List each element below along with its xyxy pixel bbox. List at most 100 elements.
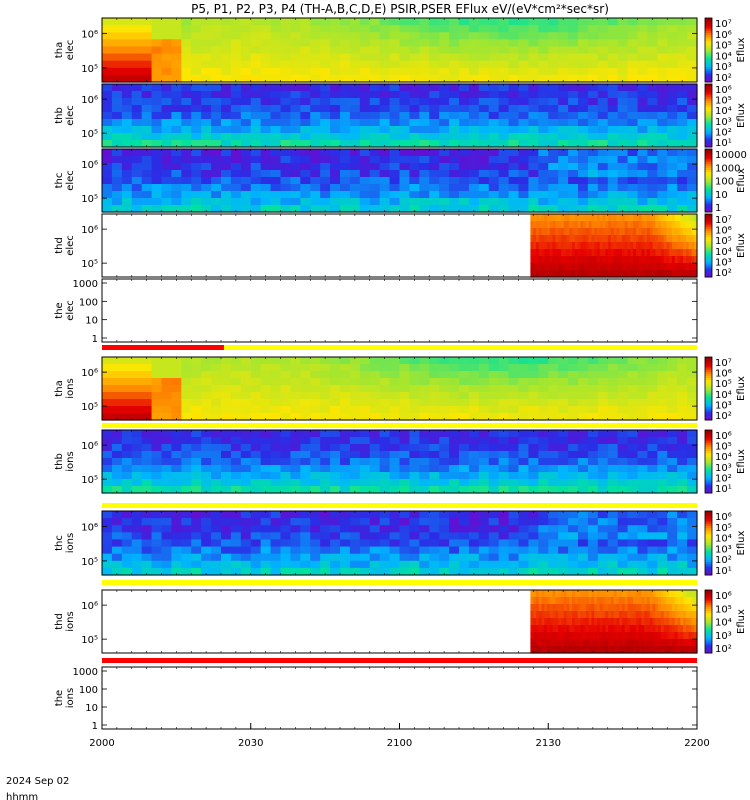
spectrogram-cell	[349, 553, 361, 562]
spectrogram-cell	[270, 32, 282, 40]
spectrogram-cell	[270, 385, 282, 393]
spectrogram-cell	[518, 451, 530, 459]
spectrogram-cell	[121, 560, 133, 569]
spectrogram-cell	[602, 214, 606, 222]
spectrogram-cell	[647, 191, 658, 199]
spectrogram-cell	[478, 437, 490, 445]
spectrogram-cell	[580, 242, 584, 250]
spectrogram-cell	[528, 74, 539, 83]
spectrogram-cell	[270, 112, 282, 120]
spectrogram-cell	[478, 198, 490, 206]
spectrogram-cell	[191, 392, 202, 400]
spectrogram-cell	[627, 465, 639, 473]
spectrogram-cell	[578, 149, 589, 157]
spectrogram-cell	[141, 525, 153, 533]
spectrogram-cell	[141, 84, 153, 92]
spectrogram-cell	[580, 646, 584, 654]
spectrogram-cell	[541, 263, 545, 271]
spectrogram-cell	[637, 518, 649, 526]
spectrogram-cell	[498, 67, 510, 76]
spectrogram-cell	[535, 270, 540, 278]
spectrogram-cell	[488, 472, 500, 480]
spectrogram-cell	[369, 177, 381, 185]
spectrogram-cell	[647, 91, 658, 99]
spectrogram-cell	[171, 437, 182, 445]
colorbar-tick-label: 10⁶	[715, 512, 732, 523]
spectrogram-cell	[630, 228, 634, 236]
y-tick-label: 10⁵	[81, 259, 98, 270]
spectrogram-cell	[230, 465, 242, 473]
spectrogram-cell	[468, 532, 480, 541]
colorbar-swatch	[705, 167, 712, 171]
spectrogram-cell	[399, 553, 411, 562]
colorbar-swatch	[705, 216, 712, 219]
spectrogram-cell	[607, 205, 619, 213]
spectrogram-cell	[399, 486, 411, 494]
spectrogram-cell	[439, 553, 450, 562]
spectrogram-cell	[409, 399, 420, 407]
spectrogram-cell	[533, 639, 537, 647]
spectrogram-cell	[409, 198, 420, 206]
spectrogram-cell	[161, 156, 173, 164]
spectrogram-cell	[290, 32, 301, 40]
spectrogram-cell	[230, 32, 242, 40]
colorbar-swatch	[705, 79, 712, 83]
spectrogram-cell	[563, 228, 568, 236]
spectrogram-cell	[359, 184, 371, 192]
spectrogram-cell	[211, 560, 222, 569]
spectrogram-cell	[568, 560, 579, 569]
spectrogram-cell	[657, 413, 668, 421]
spectrogram-cell	[250, 546, 262, 555]
spectrogram-cell	[488, 105, 500, 113]
spectrogram-cell	[558, 177, 569, 185]
spectrogram-cell	[488, 205, 500, 213]
spectrogram-cell	[617, 430, 629, 438]
spectrogram-cell	[131, 84, 143, 92]
spectrogram-cell	[201, 479, 212, 487]
spectrogram-cell	[667, 458, 678, 466]
spectrogram-cell	[181, 451, 192, 459]
spectrogram-cell	[300, 399, 311, 407]
spectrogram-cell	[161, 553, 173, 562]
spectrogram-cell	[594, 228, 598, 236]
spectrogram-cell	[429, 46, 440, 55]
spectrogram-cell	[657, 406, 668, 414]
colorbar-swatch	[705, 411, 712, 415]
spectrogram-cell	[191, 98, 202, 106]
spectrogram-cell	[330, 170, 341, 178]
colorbar-frame	[704, 429, 713, 494]
spectrogram-cell	[558, 98, 569, 106]
spectrogram-cell	[429, 525, 440, 533]
spectrogram-cell	[121, 385, 133, 393]
colorbar-tick-label: 10²	[715, 555, 732, 566]
spectrogram-cell	[498, 191, 510, 199]
colorbar-swatch	[705, 113, 712, 116]
spectrogram-cell	[161, 60, 173, 69]
spectrogram-cell	[647, 214, 651, 222]
spectrogram-cell	[617, 149, 629, 157]
spectrogram-cell	[627, 191, 639, 199]
spectrogram-cell	[688, 256, 693, 264]
spectrogram-cell	[518, 546, 530, 555]
spectrogram-cell	[439, 546, 450, 555]
spectrogram-cell	[141, 133, 153, 141]
spectrogram-cell	[558, 532, 569, 541]
colorbar-swatch	[705, 32, 712, 36]
spectrogram-cell	[488, 413, 500, 421]
spectrogram-cell	[568, 472, 579, 480]
spectrogram-cell	[211, 119, 222, 127]
spectrogram-cell	[619, 214, 623, 222]
spectrogram-cell	[240, 60, 252, 69]
spectrogram-cell	[330, 39, 341, 48]
spectrogram-cell	[568, 60, 579, 69]
spectrogram-cell	[201, 546, 212, 555]
spectrogram-cell	[102, 198, 113, 206]
spectrogram-cell	[647, 458, 658, 466]
colorbar-tick-label: 10³	[715, 62, 732, 73]
spectrogram-cell	[211, 532, 222, 541]
spectrogram-cell	[597, 378, 609, 386]
spectrogram-cell	[597, 518, 609, 526]
colorbar-tick-label: 100	[715, 177, 734, 188]
spectrogram-cell	[161, 170, 173, 178]
